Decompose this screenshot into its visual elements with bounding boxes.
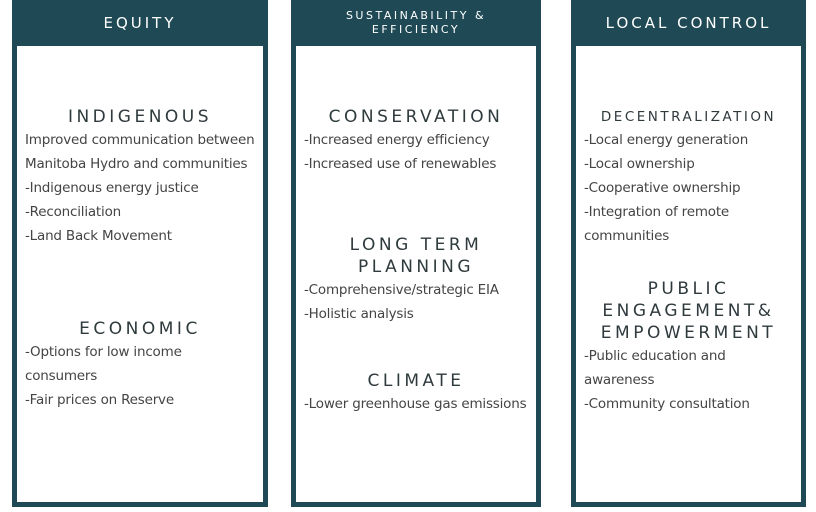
bullet-item: -Increased energy efficiency	[304, 132, 490, 148]
section: INDIGENOUS Improved communication between…	[25, 106, 255, 248]
section-heading: LONG TERM PLANNING	[349, 235, 483, 277]
section: DECENTRALIZATION -Local energy generation…	[584, 106, 793, 248]
bullet-item: -Fair prices on Reserve	[25, 392, 174, 408]
bullet-item: -Comprehensive/strategic EIA	[304, 282, 499, 298]
section-heading: ECONOMIC	[79, 319, 201, 339]
column: LOCAL CONTROL DECENTRALIZATION -Local ener…	[571, 0, 806, 507]
column: SUSTAINABILITY & EFFICIENCY CONSERVATION -…	[291, 0, 541, 507]
bullet-item: Improved communication between Manitoba …	[25, 132, 255, 172]
column-header: EQUITY	[12, 0, 268, 46]
section-heading: CONSERVATION	[328, 107, 504, 127]
section: ECONOMIC -Options for low income consumer…	[25, 318, 255, 412]
bullet-item: -Lower greenhouse gas emissions	[304, 396, 527, 412]
section: CLIMATE -Lower greenhouse gas emissions	[304, 370, 528, 416]
section-heading: PUBLIC ENGAGEMENT& EMPOWERMENT	[600, 279, 777, 343]
column-header: SUSTAINABILITY & EFFICIENCY	[291, 0, 541, 46]
column-header: LOCAL CONTROL	[571, 0, 806, 46]
bullet-item: -Options for low income consumers	[25, 344, 182, 384]
bullet-item: -Holistic analysis	[304, 306, 414, 322]
section: PUBLIC ENGAGEMENT& EMPOWERMENT -Public ed…	[584, 278, 793, 416]
section: CONSERVATION -Increased energy efficiency…	[304, 106, 528, 176]
section: LONG TERM PLANNING -Comprehensive/strateg…	[304, 234, 528, 326]
bullet-item: -Local energy generation	[584, 132, 749, 148]
bullet-item: -Community consultation	[584, 396, 750, 412]
bullet-item: -Indigenous energy justice	[25, 180, 199, 196]
bullet-item: -Integration of remote communities	[584, 204, 730, 244]
column: EQUITY INDIGENOUS Improved communication b…	[12, 0, 268, 507]
bullet-item: -Reconciliation	[25, 204, 121, 220]
section-heading: CLIMATE	[367, 371, 465, 391]
bullet-item: -Cooperative ownership	[584, 180, 741, 196]
section-heading: INDIGENOUS	[67, 107, 213, 127]
section-heading: DECENTRALIZATION	[600, 109, 777, 125]
bullet-item: -Land Back Movement	[25, 228, 172, 244]
bullet-item: -Increased use of renewables	[304, 156, 497, 172]
bullet-item: -Local ownership	[584, 156, 695, 172]
bullet-item: -Public education and awareness	[584, 348, 726, 388]
